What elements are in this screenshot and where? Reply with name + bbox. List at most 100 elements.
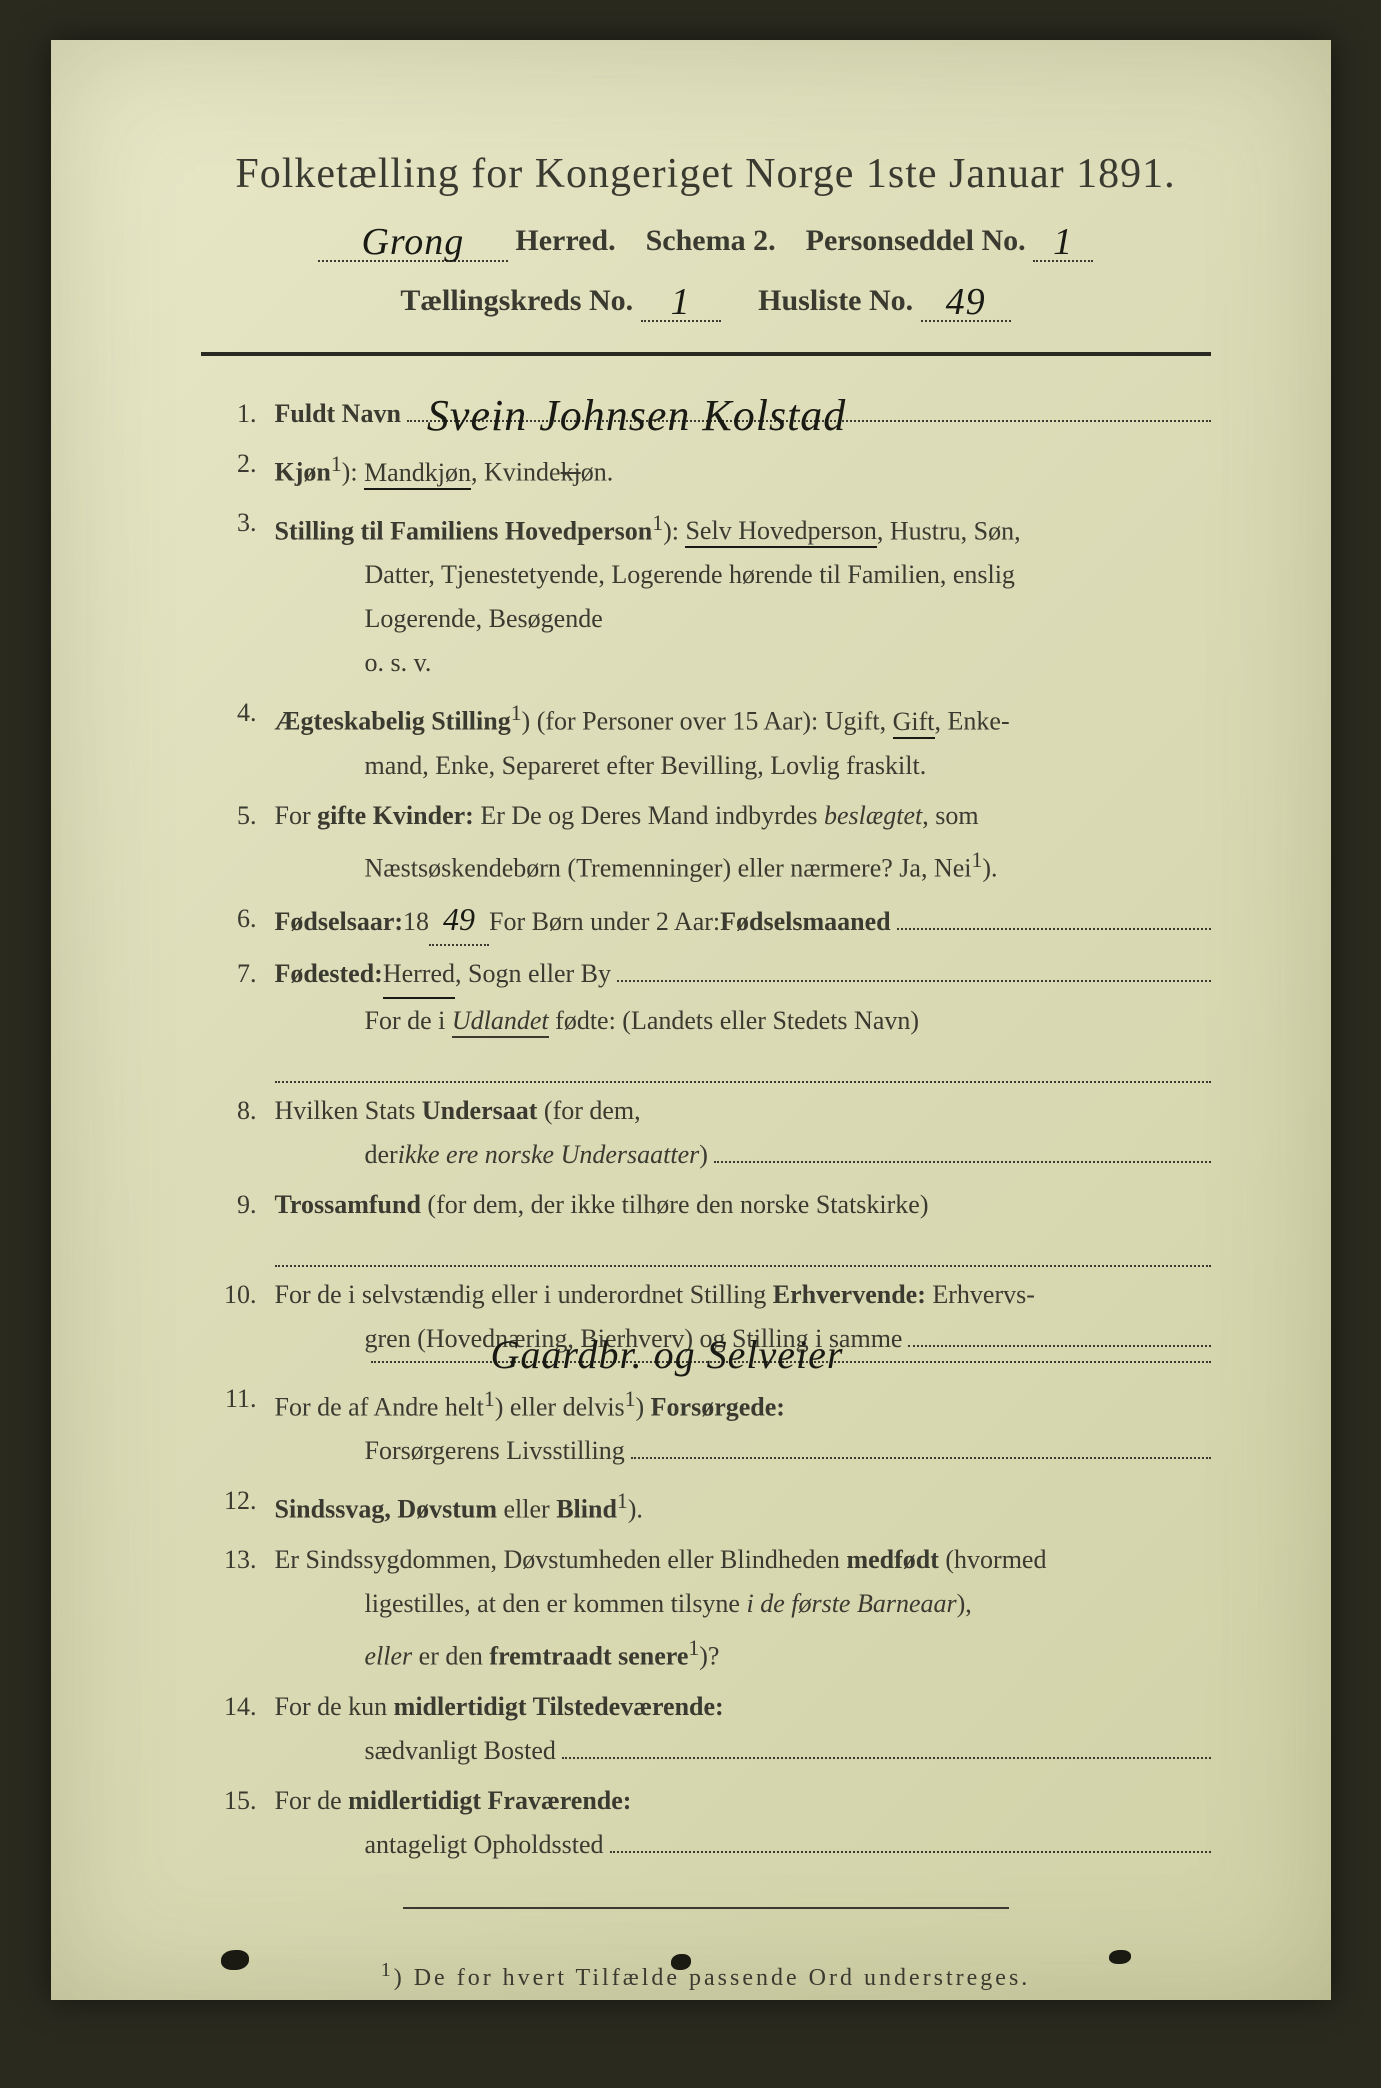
personseddel-label: Personseddel No. [806, 224, 1026, 257]
q11-line2: Forsørgerens Livsstilling [275, 1429, 1211, 1473]
paper-tear-icon [221, 1950, 249, 1970]
q4-row: 4. Ægteskabelig Stilling1) (for Personer… [201, 691, 1211, 788]
q4-sup: 1 [511, 701, 522, 725]
q7-label: Fødested: [275, 952, 383, 996]
q11-b: Forsørgede: [651, 1392, 785, 1421]
q12-num: 12. [201, 1479, 275, 1532]
q5-t3: , som [922, 801, 978, 830]
q9-t: (for dem, der ikke tilhøre den norske St… [421, 1190, 929, 1219]
q4-label: Ægteskabelig Stilling [275, 707, 511, 736]
q12-b1: Sindssvag, Døvstum [275, 1495, 498, 1524]
q3-num: 3. [201, 501, 275, 686]
q2-sep: , [471, 458, 484, 487]
q11-t1: For de af Andre helt [275, 1392, 484, 1421]
q12-row: 12. Sindssvag, Døvstum eller Blind1). [201, 1479, 1211, 1532]
q8-b: Undersaat [422, 1096, 538, 1125]
q10-hand: Gaardbr. og Selveier [491, 1333, 844, 1377]
q8-line2: der ikke ere norske Undersaatter) [275, 1133, 1211, 1177]
q2-num: 2. [201, 442, 275, 495]
q1-num: 1. [201, 392, 275, 436]
q2-row: 2. Kjøn1): Mandkjøn, Kvindekjøn. [201, 442, 1211, 495]
q13-line2: ligestilles, at den er kommen tilsyne i … [275, 1582, 1211, 1626]
q3-sup: 1 [652, 511, 663, 535]
q14-t1: For de kun [275, 1692, 394, 1721]
census-form-page: Folketælling for Kongeriget Norge 1ste J… [51, 40, 1331, 2000]
q4-rest1: , Enke- [935, 707, 1010, 736]
personseddel-hand: 1 [1053, 221, 1073, 263]
q6-num: 6. [201, 897, 275, 946]
q13-num: 13. [201, 1538, 275, 1679]
footnote: 1) De for hvert Tilfælde passende Ord un… [201, 1959, 1211, 1992]
q4-after: ) (for Personer over 15 Aar): Ugift, [522, 707, 893, 736]
q7-rest: , Sogn eller By [455, 952, 611, 996]
q10-line3: Gaardbr. og Selveier [275, 1361, 1211, 1371]
q15-row: 15. For de midlertidigt Fraværende: anta… [201, 1779, 1211, 1867]
q10-row: 10. For de i selvstændig eller i underor… [201, 1273, 1211, 1371]
q5-t2: Er De og Deres Mand indbyrdes [474, 801, 824, 830]
q11-row: 11. For de af Andre helt1) eller delvis1… [201, 1377, 1211, 1474]
herred-label: Herred. [515, 224, 615, 257]
q7-herred: Herred [383, 952, 455, 999]
q10-num: 10. [201, 1273, 275, 1371]
q10-b1: Erhvervende: [773, 1280, 926, 1309]
q4-num: 4. [201, 691, 275, 788]
divider [201, 352, 1211, 356]
q6-t2: For Børn under 2 Aar: [489, 900, 720, 944]
q2-label: Kjøn [275, 458, 331, 487]
husliste-label: Husliste No. [758, 284, 913, 317]
q1-row: 1. Fuldt Navn Svein Johnsen Kolstad [201, 392, 1211, 436]
paper-tear-icon [671, 1954, 691, 1970]
q2-after: ): [342, 458, 364, 487]
q5-row: 5. For gifte Kvinder: Er De og Deres Man… [201, 794, 1211, 891]
header-line-2: Tællingskreds No. 1 Husliste No. 49 [201, 276, 1211, 322]
q1-hand: Svein Johnsen Kolstad [427, 394, 846, 438]
paper-tear-icon [1109, 1950, 1131, 1964]
q6-row: 6. Fødselsaar: 1849 For Børn under 2 Aar… [201, 897, 1211, 946]
q5-b1: gifte Kvinder: [317, 801, 474, 830]
q4-gift: Gift [893, 707, 935, 739]
q13-b1: medfødt [846, 1545, 938, 1574]
q7-row: 7. Fødested: Herred, Sogn eller By For d… [201, 952, 1211, 1083]
q3-line2: Datter, Tjenestetyende, Logerende hørend… [275, 553, 1211, 597]
q7-num: 7. [201, 952, 275, 1083]
q3-rest1: , Hustru, Søn, [877, 516, 1021, 545]
q15-num: 15. [201, 1779, 275, 1867]
q11-t3: ) [636, 1392, 651, 1421]
kreds-hand: 1 [671, 281, 691, 323]
q5-i1: beslægtet [824, 801, 922, 830]
q3-label: Stilling til Familiens Hovedperson [275, 516, 653, 545]
q3-line4: o. s. v. [275, 641, 1211, 685]
q6-prefix: 18 [403, 900, 429, 944]
q3-after: ): [663, 516, 685, 545]
q6-b2: Fødselsmaaned [720, 900, 890, 944]
q8-row: 8. Hvilken Stats Undersaat (for dem, der… [201, 1089, 1211, 1177]
q1-label: Fuldt Navn [275, 392, 401, 436]
q10-t1: For de i selvstændig eller i underordnet… [275, 1280, 773, 1309]
q10-t2: Erhvervs- [926, 1280, 1035, 1309]
q14-line2: sædvanligt Bosted [275, 1729, 1211, 1773]
q14-row: 14. For de kun midlertidigt Tilstedevære… [201, 1685, 1211, 1773]
q2-opt1: Mandkjøn [364, 458, 471, 490]
q9-b: Trossamfund [275, 1190, 421, 1219]
header-line-1: Grong Herred. Schema 2. Personseddel No.… [201, 216, 1211, 262]
husliste-hand: 49 [946, 281, 986, 323]
q2-opt2: Kvindekjøn. [484, 458, 613, 487]
herred-handwritten: Grong [361, 221, 464, 263]
q9-blank [275, 1237, 1211, 1267]
q3-selv: Selv Hovedperson [685, 516, 876, 548]
footnote-rule [403, 1907, 1009, 1909]
q9-row: 9. Trossamfund (for dem, der ikke tilhør… [201, 1183, 1211, 1267]
page-title: Folketælling for Kongeriget Norge 1ste J… [201, 150, 1211, 198]
q6-hand: 49 [443, 901, 475, 937]
q7-blank [275, 1053, 1211, 1083]
q11-num: 11. [201, 1377, 275, 1474]
schema-label: Schema 2. [646, 224, 776, 257]
q4-line2: mand, Enke, Separeret efter Bevilling, L… [275, 744, 1211, 788]
q14-num: 14. [201, 1685, 275, 1773]
q14-b: midlertidigt Tilstedeværende: [394, 1692, 724, 1721]
q7-line2: For de i Udlandet fødte: (Landets eller … [275, 999, 1211, 1043]
q5-num: 5. [201, 794, 275, 891]
q2-sup: 1 [331, 452, 342, 476]
q8-num: 8. [201, 1089, 275, 1177]
q5-line2: Næstsøskendebørn (Tremenninger) eller næ… [275, 838, 1211, 891]
